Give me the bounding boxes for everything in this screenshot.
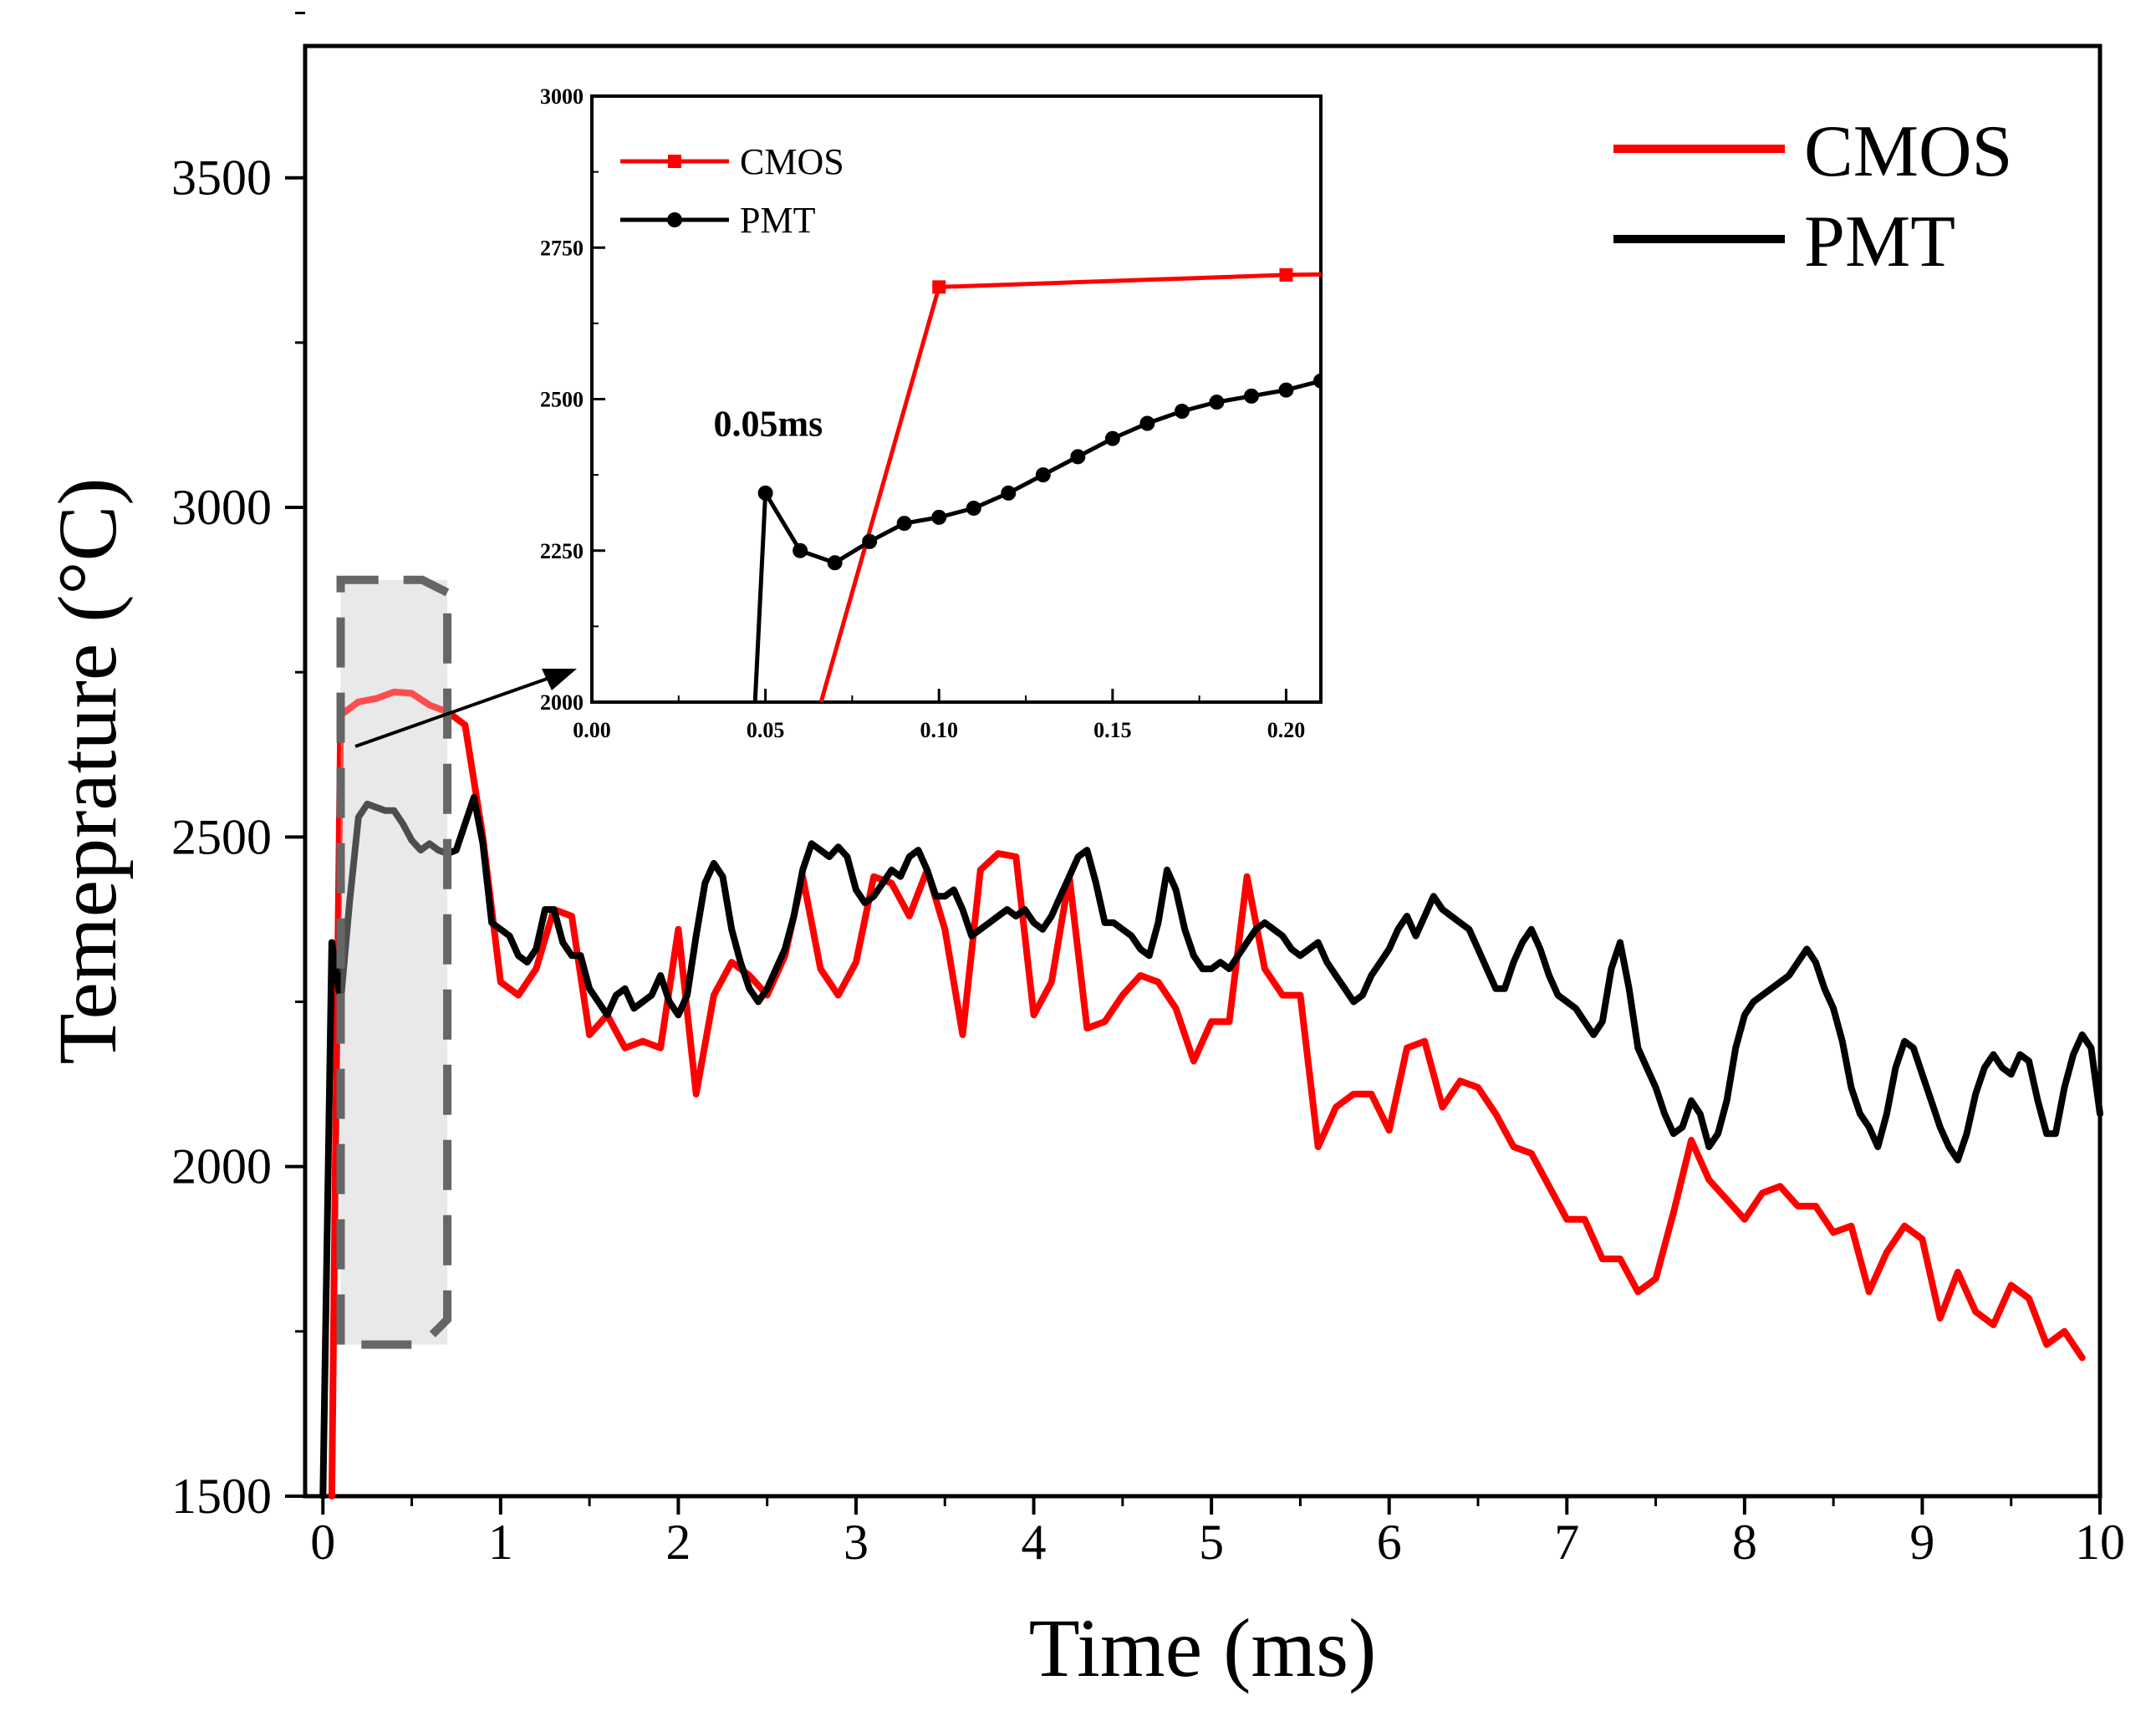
series-line-pmt	[319, 794, 2103, 1500]
inset-y-tick-label: 2000	[540, 690, 584, 715]
inset-marker-cmos	[932, 280, 946, 294]
zoom-region-border	[336, 575, 452, 1349]
x-tick-label: 5	[1199, 1515, 1224, 1570]
x-tick-label: 7	[1554, 1515, 1579, 1570]
inset-legend-marker-pmt	[667, 212, 682, 227]
x-tick-label: 3	[844, 1515, 869, 1570]
inset-legend-label-cmos: CMOS	[740, 141, 844, 182]
inset-marker-pmt	[1035, 467, 1051, 483]
x-tick-label: 2	[665, 1515, 691, 1570]
inset-x-tick-label: 0.10	[920, 718, 958, 742]
x-tick-label: 1	[488, 1515, 513, 1570]
inset-marker-pmt	[1104, 430, 1120, 446]
y-tick-label: 3500	[171, 150, 272, 206]
x-tick-label: 9	[1909, 1515, 1934, 1570]
inset-series-group	[752, 267, 1321, 702]
x-tick-label: 8	[1732, 1515, 1757, 1570]
y-tick-label: 2000	[171, 1139, 272, 1194]
x-tick-label: 0	[310, 1515, 335, 1570]
inset-x-tick-label: 0.00	[573, 718, 611, 742]
inset-legend-label-pmt: PMT	[740, 200, 816, 241]
inset-x-tick-label: 0.15	[1093, 718, 1132, 742]
inset-marker-pmt	[931, 509, 947, 525]
inset-y-tick-label: 2250	[540, 539, 584, 563]
y-tick-label: 1500	[171, 1469, 272, 1524]
main-chart: 0 1 2 3 4 5 6 7 8 9 10 1500 2000 2500 3000 3500 Time (ms…	[41, 12, 2125, 1694]
inset-marker-pmt	[1139, 415, 1155, 431]
series-line-cmos	[328, 688, 2086, 1500]
inset-annotation-peak: 0.05ms	[714, 403, 823, 444]
inset-x-tick-label: 0.20	[1267, 718, 1306, 742]
inset-marker-pmt	[862, 533, 878, 549]
inset-marker-pmt	[757, 485, 773, 501]
inset-marker-pmt	[1278, 382, 1294, 398]
inset-marker-pmt	[1209, 395, 1225, 410]
inset-y-tick-label: 3000	[540, 84, 584, 109]
inset-marker-pmt	[896, 516, 912, 532]
inset-marker-pmt	[966, 501, 981, 516]
inset-y-tick-label: 2500	[540, 388, 584, 412]
inset-marker-pmt	[1243, 388, 1259, 404]
x-tick-label: 10	[2075, 1515, 2125, 1570]
y-axis-title: Temeprature (°C)	[41, 477, 134, 1064]
zoom-arrow-shaft	[354, 675, 553, 748]
inset-marker-pmt	[1070, 449, 1086, 465]
x-tick-label: 4	[1022, 1515, 1047, 1570]
inset-marker-pmt	[793, 542, 808, 558]
y-tick-label: 2500	[171, 809, 272, 864]
legend-label-cmos: CMOS	[1804, 111, 2012, 192]
inset-legend-marker-cmos	[668, 155, 681, 168]
inset-marker-pmt	[827, 555, 843, 571]
inset-marker-pmt	[1174, 404, 1190, 419]
inset-marker-pmt	[1001, 485, 1017, 501]
inset-series-line-cmos	[818, 272, 1321, 702]
main-plot-frame	[303, 43, 2102, 1499]
inset-y-tick-label: 2750	[540, 236, 584, 260]
zoom-region-overlay	[340, 579, 448, 1345]
inset-chart: 0.00 0.05 0.10 0.15 0.20 2000 2250 2500 2750 3000…	[540, 84, 1323, 742]
inset-marker-pmt	[1313, 373, 1321, 389]
inset-x-tick-label: 0.05	[747, 718, 785, 742]
legend-label-pmt: PMT	[1804, 201, 1955, 283]
inset-plot-frame	[590, 94, 1323, 704]
zoom-arrow-head	[542, 669, 577, 690]
x-axis-title: Time (ms)	[1029, 1602, 1377, 1694]
y-tick-label: 3000	[171, 480, 272, 535]
inset-marker-cmos	[1279, 267, 1293, 282]
x-tick-label: 6	[1377, 1515, 1402, 1570]
